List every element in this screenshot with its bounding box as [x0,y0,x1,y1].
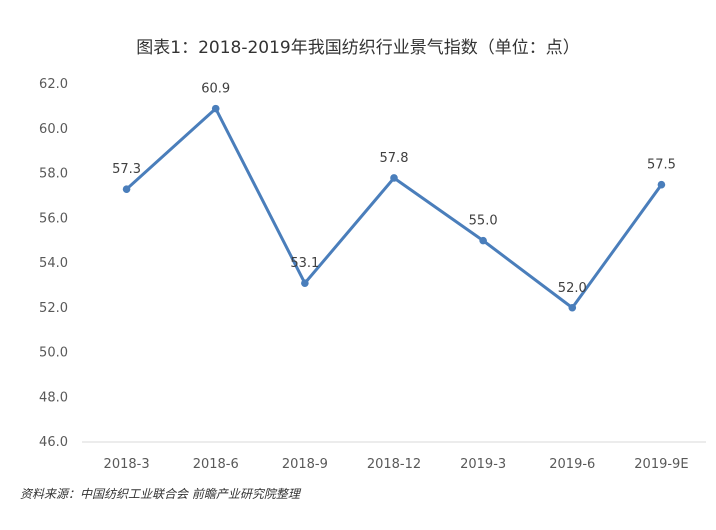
y-tick-label: 48.0 [39,390,68,405]
y-tick-label: 46.0 [39,435,68,450]
x-axis: 2018-3 2018-6 2018-9 2018-12 2019-3 2019-6 201… [104,457,689,472]
data-point [122,185,131,193]
data-point [479,236,487,245]
y-tick-label: 50.0 [39,346,68,361]
y-axis: 46.0 48.0 50.0 52.0 54.0 56.0 58.0 60.0 62.0 [39,77,68,450]
data-labels: 57.3 60.9 53.1 57.8 55.0 52.0 57.5 [112,82,676,296]
x-tick-label: 2019-9E [634,457,688,472]
source-note: 资料来源：中国纺织工业联合会 前瞻产业研究院整理 [20,487,302,501]
y-tick-label: 54.0 [39,256,68,271]
data-label: 60.9 [201,82,230,97]
data-point [211,104,220,113]
x-tick-label: 2019-6 [549,457,595,472]
x-tick-label: 2018-6 [193,457,239,472]
data-label: 52.0 [558,281,587,296]
data-point [568,303,577,312]
y-tick-label: 62.0 [39,77,68,92]
y-tick-label: 58.0 [39,167,68,182]
data-point [657,180,666,189]
y-tick-label: 52.0 [39,301,68,316]
data-point [301,279,309,287]
series-line-group [122,104,666,312]
y-tick-label: 60.0 [39,122,68,137]
chart-title: 图表1：2018-2019年我国纺织行业景气指数（单位：点） [136,38,579,58]
x-tick-label: 2018-12 [367,457,421,472]
data-label: 57.8 [380,151,409,166]
data-label: 57.5 [647,158,676,173]
data-label: 57.3 [112,162,141,177]
data-label: 55.0 [469,214,498,229]
x-tick-label: 2019-3 [460,457,506,472]
x-tick-label: 2018-3 [104,457,150,472]
data-point [390,174,398,182]
y-tick-label: 56.0 [39,211,68,226]
x-tick-label: 2018-9 [282,457,328,472]
series-line [125,107,663,310]
data-label: 53.1 [290,256,319,271]
